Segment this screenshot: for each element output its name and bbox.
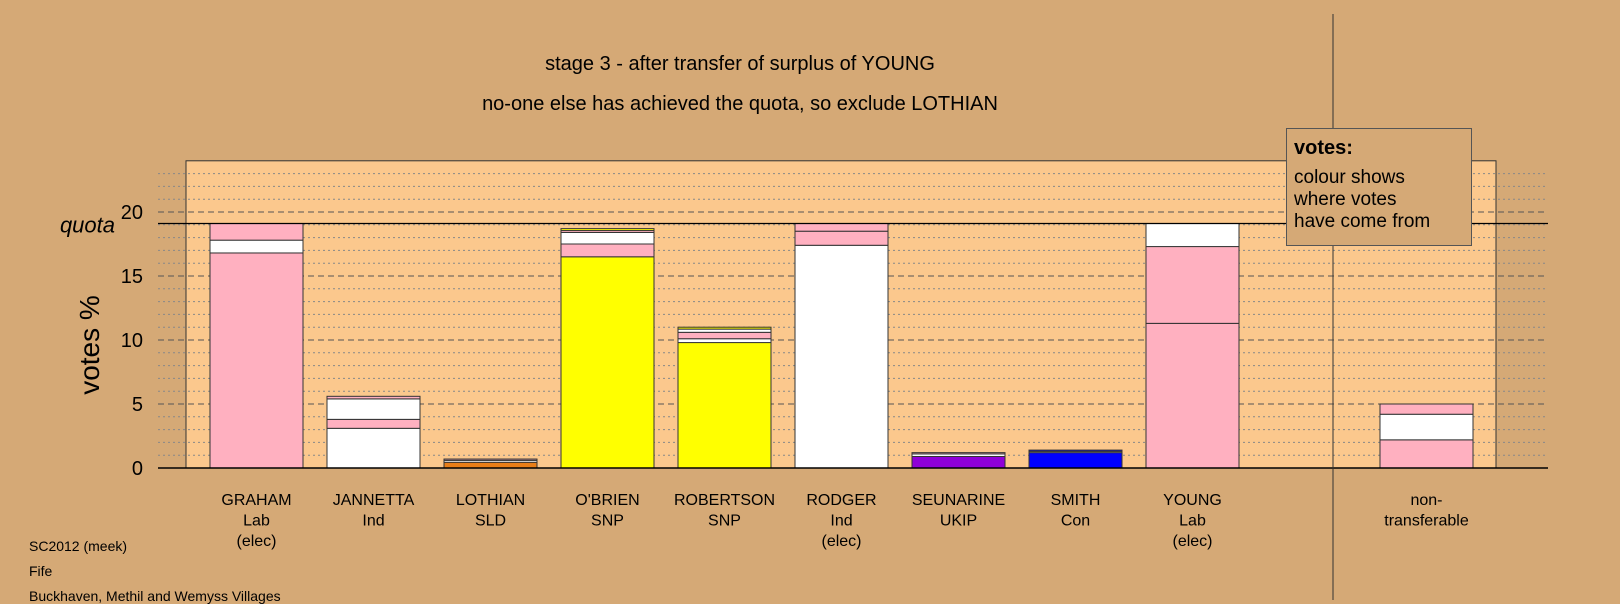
bar-segment [1145,322,1240,469]
bar-segment [794,244,889,469]
y-tick-label: 0 [132,458,143,480]
x-tick-label: SNP [591,513,624,530]
category-labels: GRAHAM Lab (elec) JANNETTA Ind LOTHIAN SLD O'BR… [221,492,1468,550]
x-tick-label: Lab [1179,513,1206,530]
bar-segment [326,418,421,429]
bar-segment [677,326,772,330]
bar-segment [1379,439,1474,469]
bar-segment [911,452,1006,455]
x-tick-label: JANNETTA [333,492,415,509]
x-tick-label: RODGER [806,492,876,509]
bar-segment [1379,413,1474,441]
bar-segment [794,230,889,246]
x-tick-label: GRAHAM [221,492,291,509]
bar-segment [560,243,655,258]
y-axis-label: votes % [74,295,105,395]
bar-segment [1379,403,1474,415]
legend-title: votes: [1294,137,1353,159]
x-tick-label: O'BRIEN [575,492,639,509]
bar-segment [677,342,772,469]
bar-segment [794,223,889,232]
x-tick-label: (elec) [821,533,861,550]
x-tick-label: non- [1410,492,1442,509]
legend-line: where votes [1294,189,1397,210]
bar-segment [209,252,304,469]
legend: votes: colour shows where votes have com… [1286,128,1472,246]
quota-label: quota [60,213,115,238]
x-tick-label: ROBERTSON [674,492,775,509]
y-tick-label: 15 [121,266,143,288]
x-tick-label: Con [1061,513,1090,530]
bars [209,223,1474,469]
bar-segment [443,461,538,469]
x-tick-label: SMITH [1051,492,1101,509]
bar-segment [209,239,304,254]
bar-segment [560,228,655,232]
y-tick-label: 5 [132,394,143,416]
x-tick-label: (elec) [1172,533,1212,550]
x-tick-label: SNP [708,513,741,530]
footer-council: Fife [29,563,53,579]
chart-subtitle: no-one else has achieved the quota, so e… [482,93,998,115]
x-tick-label: transferable [1384,513,1469,530]
bar-segment [326,395,421,400]
bar-segment [911,455,1006,469]
bar-segment [560,256,655,469]
x-tick-label: YOUNG [1163,492,1222,509]
footer-ward: Buckhaven, Methil and Wemyss Villages [29,588,281,604]
x-tick-label: Lab [243,513,270,530]
bar-segment [326,398,421,420]
bar-segment [209,223,304,241]
x-tick-label: SEUNARINE [912,492,1005,509]
chart-title: stage 3 - after transfer of surplus of Y… [545,53,935,75]
footer-source: SC2012 (meek) [29,538,128,554]
x-tick-label: SLD [475,513,506,530]
x-tick-label: Ind [362,513,384,530]
bar-segment [1028,452,1123,469]
axes: 0 5 10 15 20 quota votes % [60,14,1548,600]
bar-segment [1145,223,1240,248]
y-tick-label: 10 [121,330,143,352]
bar-segment [677,331,772,340]
bar-segment [677,338,772,344]
x-tick-label: (elec) [236,533,276,550]
bar-segment [443,458,538,461]
x-tick-label: LOTHIAN [456,492,525,509]
bar-segment [1028,449,1123,452]
legend-line: colour shows [1294,167,1405,188]
x-tick-label: Ind [830,513,852,530]
bar-segment [1145,246,1240,324]
y-tick-label: 20 [121,202,143,224]
bar-segment [560,231,655,245]
bar-segment [326,427,421,469]
legend-line: have come from [1294,211,1431,232]
x-tick-label: UKIP [940,513,977,530]
